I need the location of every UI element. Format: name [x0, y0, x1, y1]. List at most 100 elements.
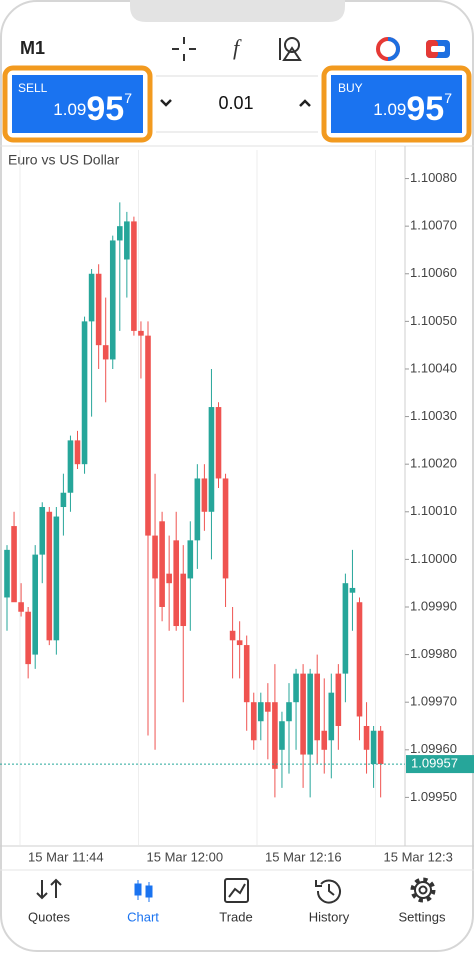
candle-body: [265, 702, 271, 712]
y-tick-label: 1.09990: [410, 598, 457, 613]
candle-body: [18, 602, 24, 612]
current-price-tag: [406, 755, 474, 774]
trade-panel-icon[interactable]: [426, 40, 450, 58]
history-icon: [315, 879, 341, 904]
y-tick-label: 1.10040: [410, 360, 457, 375]
objects-icon[interactable]: [279, 37, 302, 61]
candle-body: [138, 330, 144, 336]
candle-body: [335, 673, 342, 726]
notch: [130, 0, 345, 22]
settings-icon: [410, 877, 436, 903]
y-tick-label: 1.10030: [410, 408, 457, 423]
candle-body: [173, 540, 179, 627]
candle-body: [187, 540, 194, 579]
candle-body: [250, 702, 257, 741]
nav-label[interactable]: Trade: [219, 909, 252, 924]
candle-body: [95, 273, 102, 346]
candle-body: [293, 673, 299, 703]
chart-icon: [134, 880, 153, 902]
candle-body: [208, 407, 215, 512]
candle-body: [314, 673, 320, 741]
current-price-label: 1.09957: [411, 756, 458, 771]
price-prefix: 1.09: [53, 100, 86, 119]
candle-body: [74, 440, 81, 465]
price-big: 95: [86, 90, 124, 128]
nav-label[interactable]: Settings: [399, 909, 446, 924]
candle-body: [258, 702, 264, 722]
lot-down[interactable]: [160, 99, 172, 107]
sell-highlight: [2, 65, 153, 143]
candle-body: [131, 221, 137, 331]
candle-body: [272, 702, 278, 769]
y-tick-label: 1.09960: [410, 741, 457, 756]
plot: 15 Mar 11:44 15 Mar 12:00 15 Mar 12:16 15 M…: [0, 150, 474, 864]
candle-body: [102, 345, 109, 360]
candle-body: [180, 573, 187, 627]
quotes-icon: [36, 878, 62, 900]
candle-body: [342, 583, 349, 674]
candle-body: [88, 273, 95, 322]
candle-body: [159, 521, 165, 607]
crosshair-icon[interactable]: [172, 37, 196, 61]
candle-body: [67, 440, 74, 493]
y-tick-label: 1.10020: [410, 456, 457, 471]
timeframe[interactable]: M1: [20, 38, 45, 58]
lot-value[interactable]: 0.01: [218, 93, 253, 113]
candle-body: [25, 611, 31, 665]
candle-body: [236, 640, 243, 646]
x-tick-label: 15 Mar 11:44: [28, 849, 104, 864]
x-tick-label: 15 Mar 12:00: [147, 849, 224, 864]
candle-body: [46, 511, 53, 641]
candle-body: [32, 554, 38, 655]
chart-title: Euro vs US Dollar: [8, 152, 120, 168]
candle-body: [166, 573, 172, 584]
x-tick-label: 15 Mar 12:16: [265, 849, 342, 864]
sell-label: SELL: [18, 81, 48, 95]
nav-label[interactable]: History: [309, 909, 350, 924]
y-tick-label: 1.09950: [410, 789, 457, 804]
candle-body: [356, 602, 363, 717]
sell-price: 1.09957: [53, 90, 132, 128]
candle-body: [222, 478, 229, 579]
y-tick-label: 1.10000: [410, 551, 457, 566]
candle-body: [124, 221, 130, 260]
candle-body: [349, 587, 356, 593]
candle-body: [117, 226, 123, 241]
sell-button[interactable]: [12, 75, 143, 133]
y-tick-label: 1.09970: [410, 694, 457, 709]
candle-body: [300, 673, 306, 755]
price-prefix: 1.09: [373, 100, 406, 119]
y-tick-label: 1.09980: [410, 646, 457, 661]
candle-body: [363, 725, 370, 750]
y-tick-label: 1.10060: [410, 265, 457, 280]
nav-label[interactable]: Quotes: [28, 909, 70, 924]
y-tick-label: 1.10050: [410, 313, 457, 328]
candle-body: [286, 702, 292, 722]
candle-body: [377, 730, 384, 765]
y-tick-label: 1.10080: [410, 170, 457, 185]
buy-price: 1.09957: [373, 90, 452, 128]
candle-body: [201, 478, 208, 512]
nav-label[interactable]: Chart: [127, 909, 159, 924]
candle-body: [152, 535, 158, 579]
buy-button[interactable]: [331, 75, 462, 133]
buy-label: BUY: [338, 81, 363, 95]
candle-body: [4, 549, 10, 598]
y-tick-label: 1.10070: [410, 218, 457, 233]
indicators-icon[interactable]: f: [233, 35, 242, 60]
candle-body: [243, 645, 250, 703]
candle-body: [328, 692, 335, 741]
candle-body: [145, 335, 151, 536]
price-sup: 7: [444, 90, 452, 106]
candle-body: [229, 630, 236, 641]
candle-body: [39, 507, 46, 555]
lot-up[interactable]: [299, 99, 311, 107]
trade-icon: [224, 878, 249, 903]
price-sup: 7: [124, 90, 132, 106]
buy-highlight: [321, 65, 472, 143]
candle-body: [215, 407, 222, 479]
oneclick-icon[interactable]: [376, 37, 400, 61]
candle-body: [81, 321, 88, 465]
candle-body: [11, 526, 17, 603]
